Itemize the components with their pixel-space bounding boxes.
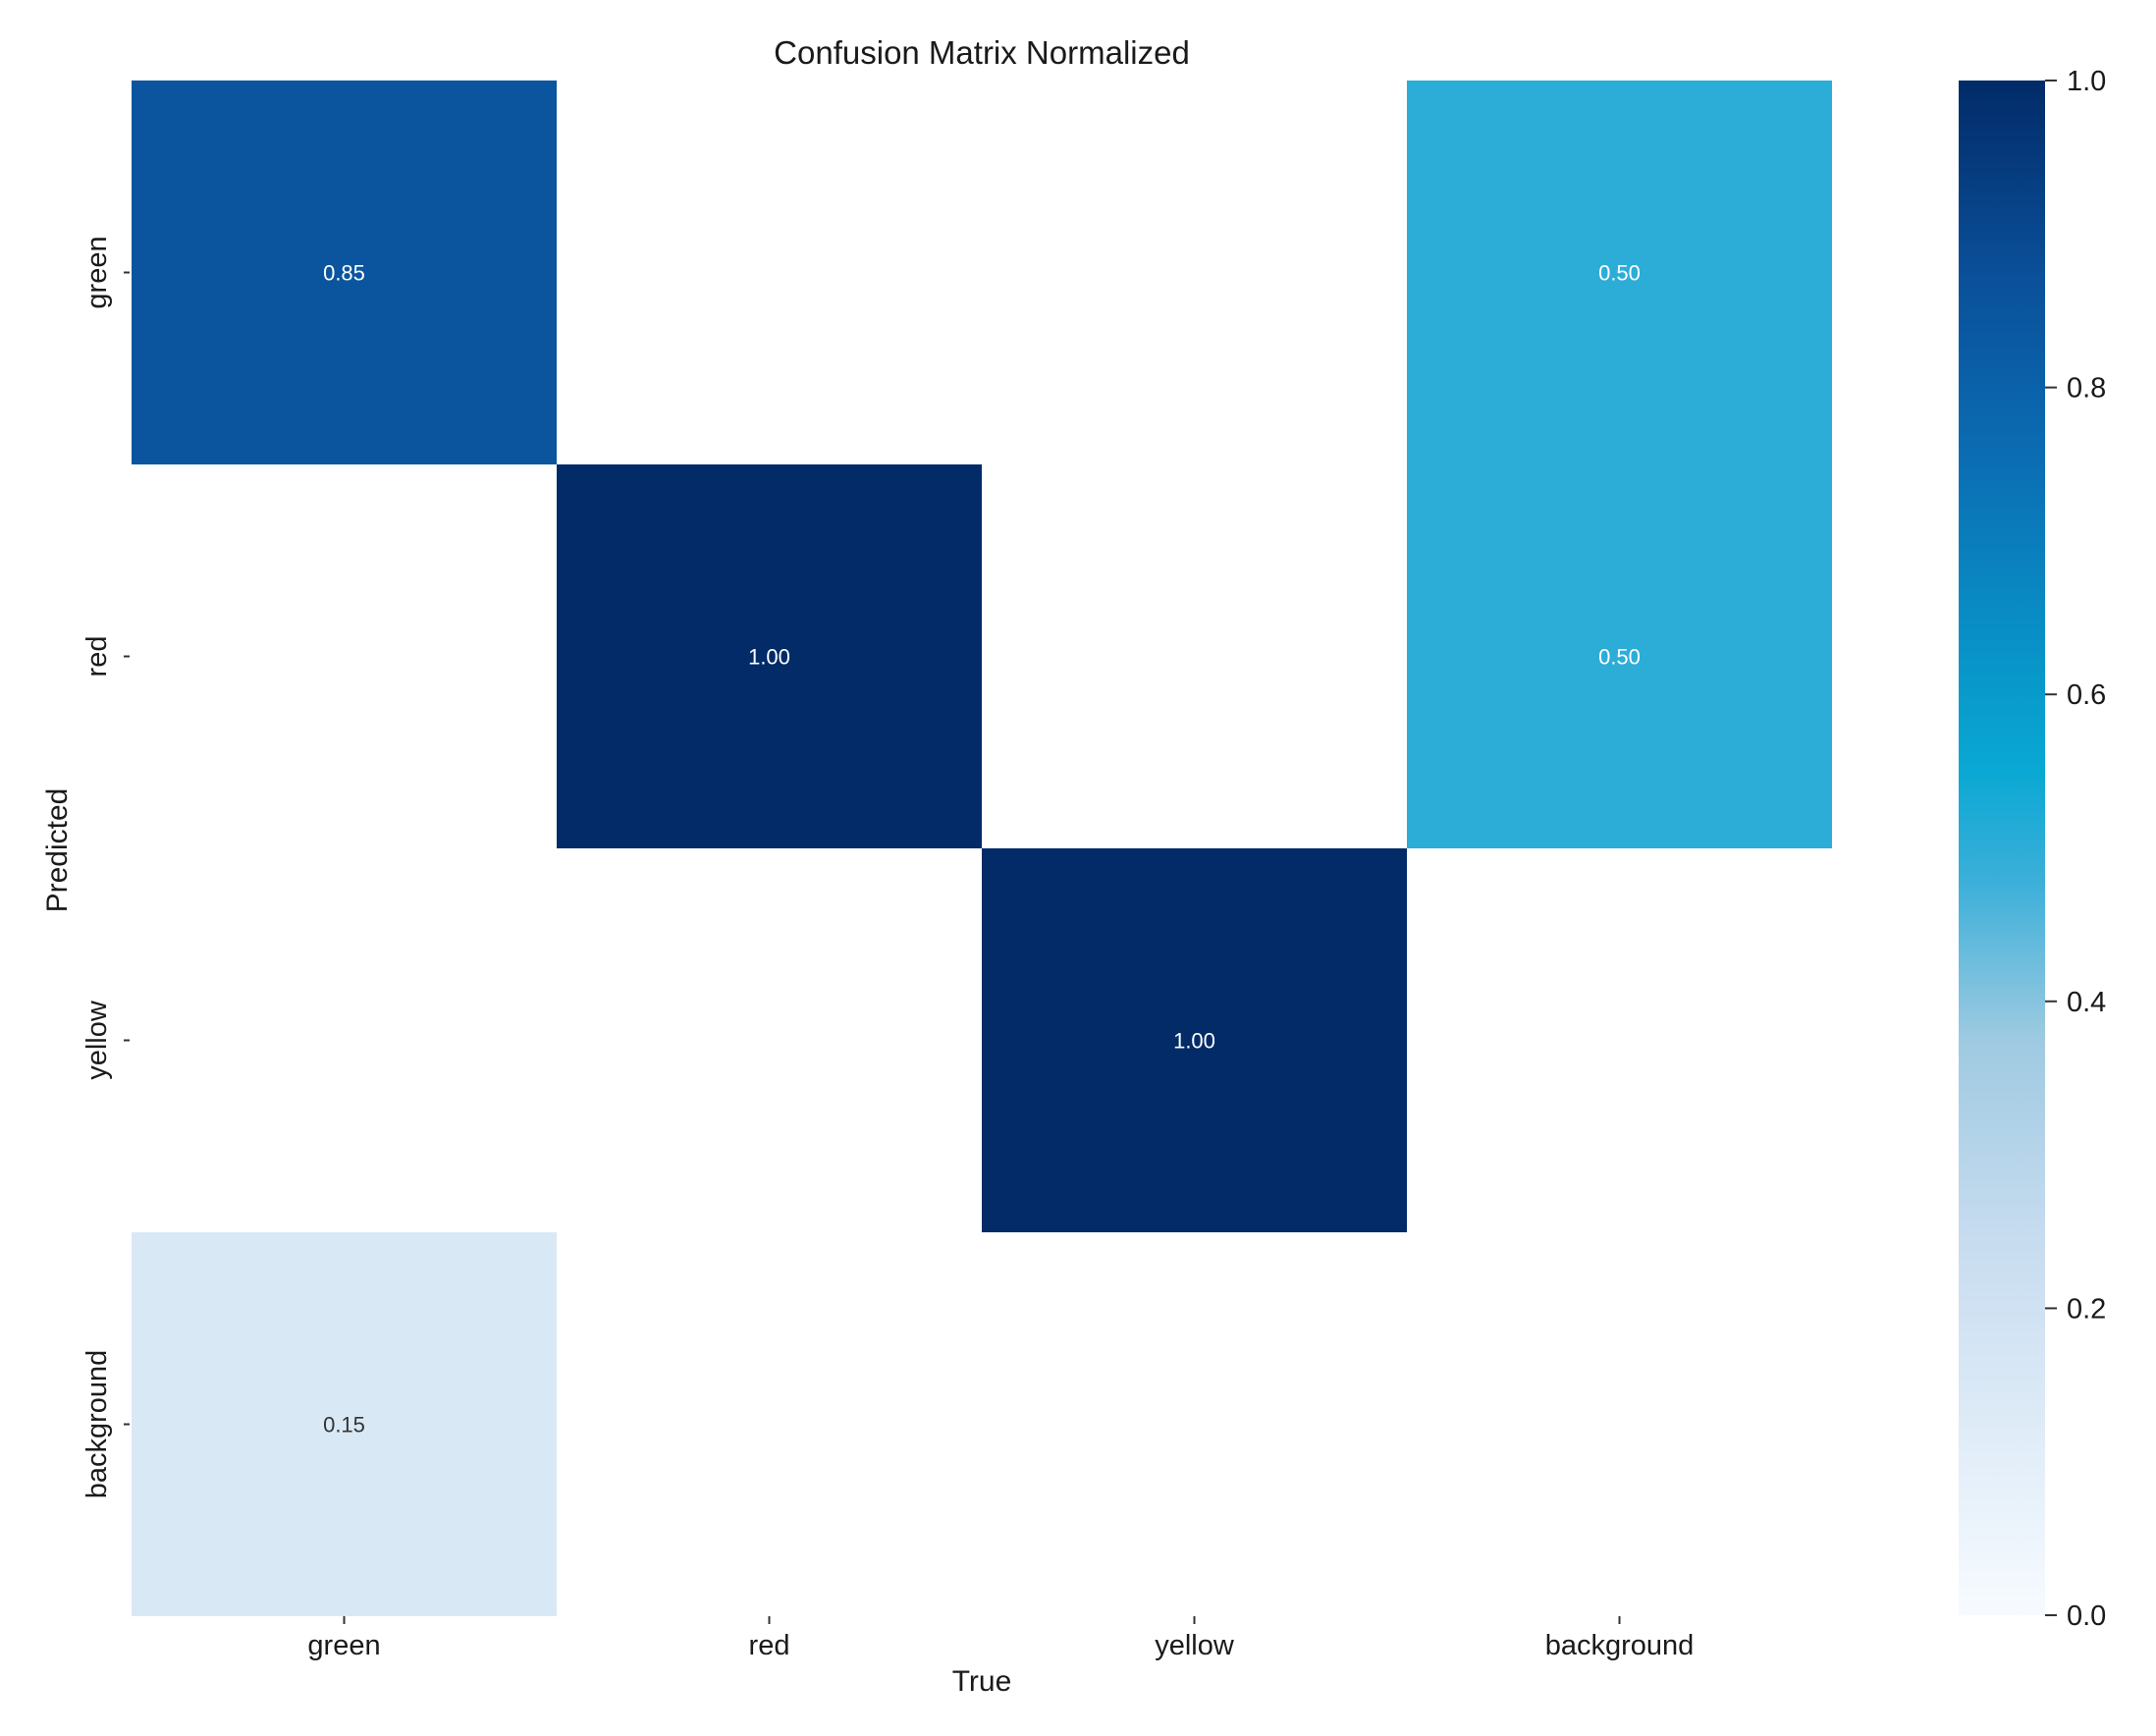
colorbar-tick-label: 0.0 bbox=[2067, 1600, 2106, 1632]
x-tick-label: green bbox=[307, 1630, 380, 1661]
heatmap-cell bbox=[557, 464, 982, 848]
colorbar-tick-label: 1.0 bbox=[2067, 66, 2106, 97]
y-tick-label: red bbox=[81, 636, 113, 678]
x-axis: green red yellow background bbox=[307, 1616, 1694, 1661]
y-tick-label: green bbox=[81, 236, 113, 308]
colorbar-ticks: 0.0 0.2 0.4 0.6 0.8 1.0 bbox=[2045, 66, 2106, 1632]
colorbar-tick-label: 0.4 bbox=[2067, 987, 2106, 1018]
cell-value-label: 0.50 bbox=[1598, 261, 1641, 286]
y-tick-label: background bbox=[81, 1350, 113, 1499]
cell-value-label: 0.85 bbox=[323, 261, 365, 286]
heatmap-cell bbox=[982, 848, 1407, 1232]
heatmap-cell-labels: 0.85 0.50 1.00 0.50 1.00 0.15 bbox=[323, 261, 1641, 1438]
y-tick-label: yellow bbox=[81, 1000, 113, 1080]
x-tick-label: background bbox=[1545, 1630, 1695, 1661]
heatmap-cell bbox=[1407, 464, 1832, 848]
y-axis-label: Predicted bbox=[41, 788, 74, 913]
x-axis-label: True bbox=[952, 1665, 1012, 1698]
heatmap-cells bbox=[132, 81, 1832, 1616]
x-tick-label: red bbox=[749, 1630, 790, 1661]
cell-value-label: 0.50 bbox=[1598, 645, 1641, 670]
colorbar-tick-label: 0.6 bbox=[2067, 679, 2106, 711]
colorbar-tick-label: 0.8 bbox=[2067, 373, 2106, 405]
cell-value-label: 1.00 bbox=[1173, 1029, 1215, 1054]
heatmap-cell bbox=[132, 81, 557, 464]
cell-value-label: 1.00 bbox=[748, 645, 790, 670]
colorbar-tick-label: 0.2 bbox=[2067, 1293, 2106, 1325]
cell-value-label: 0.15 bbox=[323, 1413, 365, 1438]
y-axis: green red yellow background bbox=[81, 236, 130, 1498]
colorbar bbox=[1959, 81, 2045, 1615]
x-tick-label: yellow bbox=[1155, 1630, 1235, 1661]
heatmap-cell bbox=[1407, 81, 1832, 464]
chart-title: Confusion Matrix Normalized bbox=[774, 34, 1190, 71]
heatmap-cell bbox=[132, 1232, 557, 1616]
